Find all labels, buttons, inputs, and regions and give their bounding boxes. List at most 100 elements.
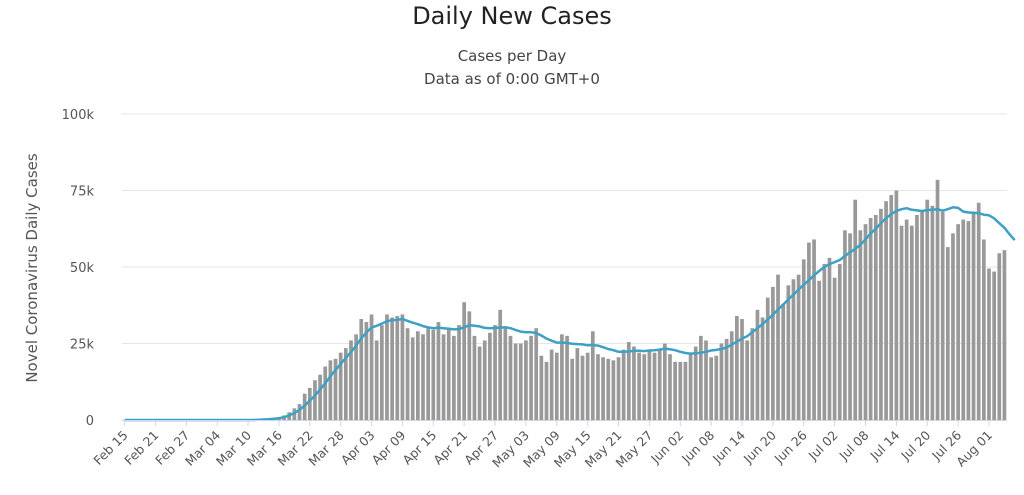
y-tick-label: 0 bbox=[86, 414, 94, 429]
bar-day-59 bbox=[421, 334, 425, 420]
bar-day-147 bbox=[873, 214, 878, 420]
bar-day-141 bbox=[843, 230, 847, 420]
x-tick-label: Apr 03 bbox=[338, 428, 378, 468]
moving-average-series bbox=[124, 206, 1016, 422]
chart-title: Daily New Cases bbox=[412, 2, 612, 30]
bar-day-61 bbox=[431, 329, 436, 420]
bar-day-65 bbox=[452, 335, 456, 420]
y-axis-title: Novel Coronavirus Daily Cases bbox=[23, 153, 41, 383]
bar-day-53 bbox=[390, 317, 394, 420]
bar-day-107 bbox=[668, 354, 672, 420]
y-tick-label: 100k bbox=[62, 108, 95, 123]
bar-day-86 bbox=[560, 334, 564, 420]
x-tick-label: Jul 14 bbox=[866, 427, 902, 463]
bar-day-47 bbox=[359, 319, 364, 420]
bar-day-100 bbox=[632, 346, 636, 420]
bar-day-126 bbox=[765, 297, 770, 420]
bar-day-103 bbox=[647, 349, 652, 420]
bar-day-93 bbox=[596, 354, 600, 420]
bar-day-89 bbox=[575, 348, 580, 420]
bar-day-71 bbox=[482, 340, 487, 420]
bar-day-160 bbox=[940, 211, 945, 420]
moving-average-line bbox=[124, 206, 1016, 422]
bar-day-142 bbox=[848, 233, 852, 420]
bar-day-163 bbox=[956, 224, 960, 420]
bar-day-124 bbox=[755, 309, 760, 420]
bar-day-68 bbox=[467, 311, 472, 420]
bar-day-118 bbox=[724, 338, 729, 420]
bar-day-50 bbox=[374, 340, 379, 420]
bar-day-95 bbox=[606, 358, 611, 420]
bar-day-113 bbox=[698, 335, 703, 420]
x-tick-label: Apr 09 bbox=[369, 427, 409, 467]
bar-day-72 bbox=[488, 332, 492, 420]
bar-day-169 bbox=[987, 268, 991, 420]
bar-day-158 bbox=[930, 205, 935, 420]
bar-day-88 bbox=[570, 358, 575, 420]
bar-day-115 bbox=[709, 357, 713, 420]
bar-day-76 bbox=[508, 335, 513, 420]
bar-day-81 bbox=[534, 328, 539, 420]
bar-day-54 bbox=[395, 315, 400, 420]
bar-day-48 bbox=[364, 322, 369, 420]
bar-day-70 bbox=[477, 346, 482, 420]
bar-day-41 bbox=[328, 360, 333, 420]
bar-day-162 bbox=[951, 233, 955, 420]
bar-day-82 bbox=[539, 355, 544, 420]
bar-day-83 bbox=[544, 361, 549, 420]
bar-day-166 bbox=[971, 211, 976, 420]
bar-day-58 bbox=[416, 331, 420, 420]
bar-day-90 bbox=[580, 355, 585, 420]
bar-day-43 bbox=[338, 352, 343, 420]
bar-day-168 bbox=[981, 239, 986, 420]
bar-day-172 bbox=[1002, 250, 1007, 420]
bar-day-129 bbox=[781, 303, 786, 420]
bar-day-74 bbox=[498, 309, 503, 420]
bar-day-159 bbox=[935, 179, 940, 420]
bar-day-38 bbox=[313, 380, 317, 420]
x-tick-label: Jun 08 bbox=[678, 427, 717, 466]
chart-subtitle-line-1: Cases per Day bbox=[457, 47, 567, 65]
bar-day-151 bbox=[894, 190, 899, 420]
bar-day-132 bbox=[796, 274, 801, 420]
bar-day-94 bbox=[601, 357, 605, 420]
bar-day-143 bbox=[853, 199, 858, 420]
bar-day-49 bbox=[369, 314, 374, 420]
x-tick-label: Jun 26 bbox=[771, 427, 810, 466]
bar-day-45 bbox=[349, 340, 353, 420]
bar-day-92 bbox=[590, 331, 595, 420]
bar-day-154 bbox=[909, 225, 914, 420]
bar-day-123 bbox=[750, 328, 755, 420]
bar-day-37 bbox=[307, 387, 312, 420]
bar-day-44 bbox=[343, 348, 348, 420]
bar-day-110 bbox=[683, 361, 688, 420]
bar-day-138 bbox=[827, 257, 832, 420]
x-tick-label: Jul 08 bbox=[836, 427, 872, 463]
bar-day-170 bbox=[992, 271, 996, 420]
y-axis: 0 25k 50k 75k 100k bbox=[62, 108, 95, 429]
bar-day-140 bbox=[837, 263, 842, 420]
bar-day-52 bbox=[385, 314, 389, 420]
bar-day-60 bbox=[426, 328, 431, 420]
x-tick-label: Jun 14 bbox=[709, 427, 748, 466]
y-tick-label: 75k bbox=[70, 185, 95, 200]
bar-day-167 bbox=[976, 202, 981, 420]
bar-day-133 bbox=[801, 259, 806, 420]
bar-day-149 bbox=[884, 201, 888, 420]
bar-day-136 bbox=[817, 280, 822, 420]
bar-day-131 bbox=[791, 279, 796, 420]
y-tick-label: 25k bbox=[70, 338, 95, 353]
bar-day-40 bbox=[323, 366, 328, 420]
bar-day-116 bbox=[714, 355, 719, 420]
y-tick-label: 50k bbox=[70, 261, 95, 276]
bar-day-46 bbox=[354, 334, 358, 420]
bar-day-120 bbox=[735, 315, 739, 420]
bar-day-152 bbox=[899, 225, 904, 420]
bar-day-84 bbox=[549, 349, 554, 420]
bar-day-102 bbox=[642, 354, 647, 420]
bar-day-79 bbox=[524, 340, 528, 420]
bar-day-161 bbox=[945, 247, 950, 420]
bar-day-67 bbox=[462, 302, 467, 420]
